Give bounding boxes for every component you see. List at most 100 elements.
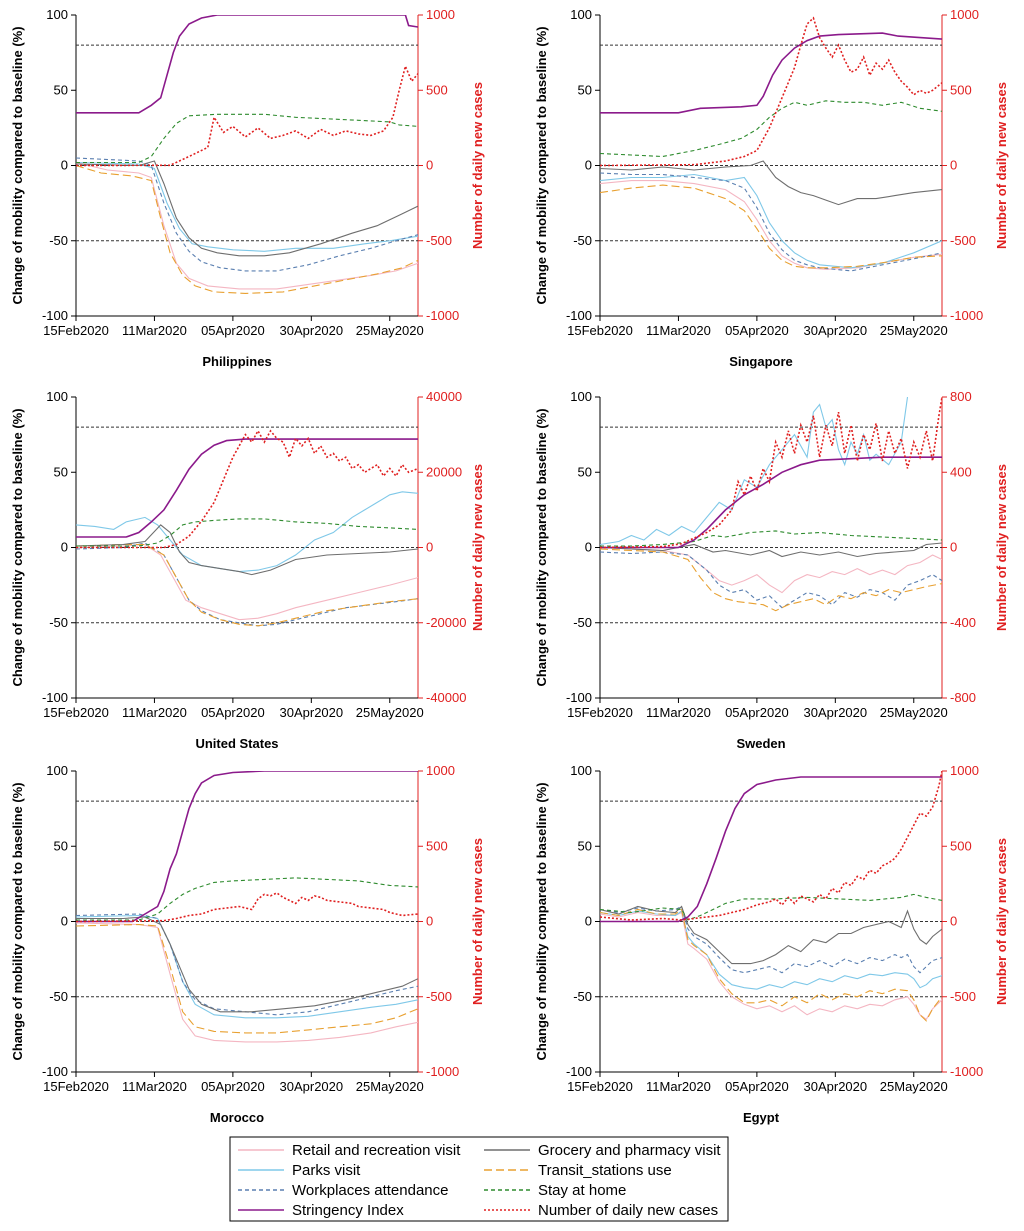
y-tick-label-right: -1000 <box>426 308 459 323</box>
series-transit <box>76 923 418 1034</box>
y-axis-title-right: Number of daily new cases <box>470 464 485 631</box>
x-tick-label: 11Mar2020 <box>646 323 711 338</box>
y-tick-label-right: 500 <box>950 838 972 853</box>
y-tick-label-left: -50 <box>49 233 68 248</box>
series-cases <box>600 771 942 921</box>
x-tick-label: 05Apr2020 <box>201 1079 265 1094</box>
x-tick-label: 15Feb2020 <box>43 1079 109 1094</box>
series-group <box>600 397 942 612</box>
y-tick-label-right: -800 <box>950 690 976 705</box>
series-workplaces <box>76 542 418 627</box>
y-tick-label-left: 50 <box>578 82 592 97</box>
x-tick-label: 15Feb2020 <box>567 1079 633 1094</box>
y-tick-label-right: 0 <box>950 158 957 173</box>
series-transit <box>600 908 942 1022</box>
x-tick-label: 05Apr2020 <box>201 323 265 338</box>
y-tick-label-right: 500 <box>426 82 448 97</box>
series-group <box>76 429 418 627</box>
y-tick-label-right: 800 <box>950 389 972 404</box>
y-tick-label-left: 100 <box>46 7 68 22</box>
y-tick-label-left: -50 <box>573 233 592 248</box>
y-tick-label-left: -100 <box>42 308 68 323</box>
panel-title: United States <box>195 736 278 751</box>
y-tick-label-left: -100 <box>566 690 592 705</box>
series-grocery <box>76 160 418 257</box>
y-tick-label-left: 0 <box>61 540 68 555</box>
series-workplaces <box>76 913 418 1016</box>
legend-label-cases: Number of daily new cases <box>538 1202 718 1219</box>
panel-title: Philippines <box>202 354 271 369</box>
series-workplaces <box>76 157 418 272</box>
series-stringency <box>600 456 942 549</box>
y-tick-label-right: -400 <box>950 615 976 630</box>
y-tick-label-right: -1000 <box>426 1064 459 1079</box>
y-tick-label-left: -50 <box>49 989 68 1004</box>
y-tick-label-left: 50 <box>578 838 592 853</box>
series-cases <box>76 429 418 549</box>
y-tick-label-left: 100 <box>570 389 592 404</box>
y-axis-title-left: Change of mobility compared to baseline … <box>534 782 549 1060</box>
y-axis-title-left: Change of mobility compared to baseline … <box>534 408 549 686</box>
y-tick-label-right: 0 <box>950 914 957 929</box>
y-tick-label-left: -50 <box>49 615 68 630</box>
legend-label-parks: Parks visit <box>292 1162 361 1179</box>
legend-box <box>229 1136 729 1222</box>
y-tick-label-right: 1000 <box>426 7 455 22</box>
series-home <box>600 530 942 547</box>
series-parks <box>600 910 942 990</box>
y-tick-label-right: 1000 <box>950 7 979 22</box>
y-tick-label-left: 100 <box>570 763 592 778</box>
series-grocery <box>600 160 942 206</box>
panel-sweden: -100 -50 0 50 100 -800 -400 0 400 800 15Feb2020 11M… <box>534 389 1009 751</box>
series-group <box>76 15 418 294</box>
x-tick-label: 11Mar2020 <box>122 323 187 338</box>
x-tick-label: 25May2020 <box>880 323 948 338</box>
series-stringency <box>76 771 418 923</box>
y-tick-label-left: -100 <box>42 690 68 705</box>
y-axis-title-right: Number of daily new cases <box>470 838 485 1005</box>
y-tick-label-right: -500 <box>950 233 976 248</box>
x-tick-label: 25May2020 <box>356 1079 424 1094</box>
y-axis-title-left: Change of mobility compared to baseline … <box>10 26 25 304</box>
series-retail <box>600 546 942 594</box>
y-tick-label-right: 40000 <box>426 389 462 404</box>
y-tick-label-left: 0 <box>61 914 68 929</box>
x-tick-label: 05Apr2020 <box>725 1079 789 1094</box>
series-retail <box>76 161 418 290</box>
series-home <box>600 893 942 921</box>
x-tick-label: 15Feb2020 <box>43 705 109 720</box>
series-cases <box>76 63 418 167</box>
series-parks <box>76 914 418 1019</box>
panel-title: Singapore <box>729 354 793 369</box>
series-retail <box>600 911 942 1021</box>
series-home <box>600 100 942 158</box>
series-stringency <box>76 15 418 114</box>
y-tick-label-left: 50 <box>54 82 68 97</box>
x-tick-label: 25May2020 <box>880 1079 948 1094</box>
series-transit <box>76 164 418 294</box>
y-tick-label-left: 0 <box>61 158 68 173</box>
y-axis-title-left: Change of mobility compared to baseline … <box>534 26 549 304</box>
y-tick-label-right: -500 <box>950 989 976 1004</box>
series-home <box>76 518 418 547</box>
y-tick-label-right: -20000 <box>426 615 466 630</box>
x-tick-label: 15Feb2020 <box>567 705 633 720</box>
y-tick-label-left: -100 <box>566 308 592 323</box>
panel-title: Egypt <box>743 1110 780 1125</box>
panel-title: Sweden <box>736 736 785 751</box>
y-tick-label-left: 100 <box>46 763 68 778</box>
x-tick-label: 11Mar2020 <box>646 705 711 720</box>
y-tick-label-left: 100 <box>46 389 68 404</box>
x-tick-label: 05Apr2020 <box>201 705 265 720</box>
series-grocery <box>76 916 418 1013</box>
y-tick-label-right: 1000 <box>426 763 455 778</box>
x-tick-label: 30Apr2020 <box>804 1079 868 1094</box>
y-tick-label-right: 0 <box>426 158 433 173</box>
x-tick-label: 15Feb2020 <box>567 323 633 338</box>
legend-label-retail: Retail and recreation visit <box>292 1142 461 1159</box>
